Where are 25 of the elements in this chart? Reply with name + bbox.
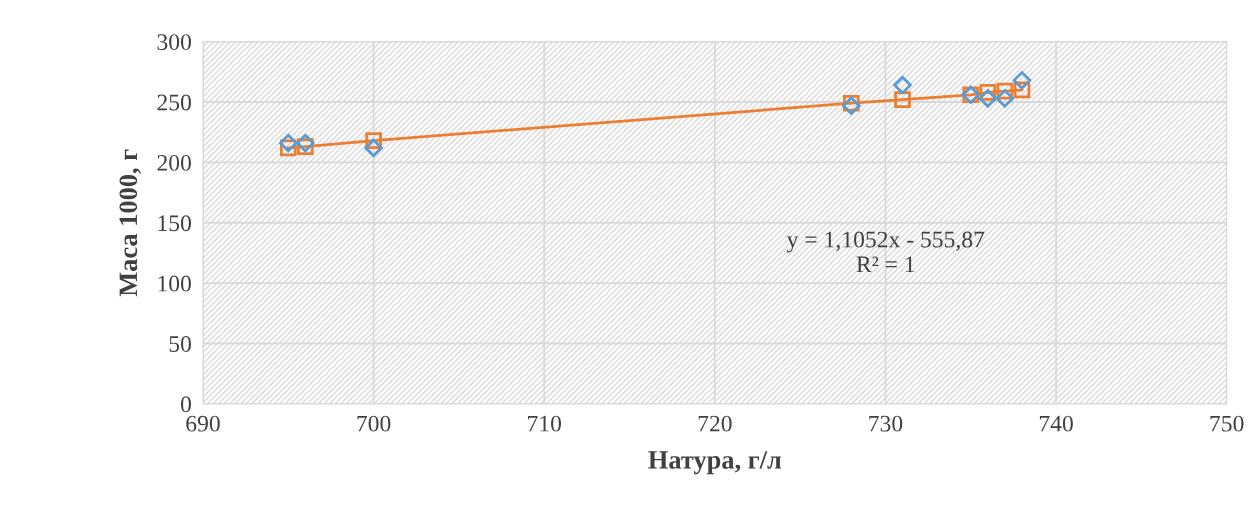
point [995,89,1015,108]
x-tick-label: 730 [869,415,903,432]
x-tick-label: 740 [1039,415,1073,432]
y-tick-label: 50 [169,335,191,352]
point [279,133,298,153]
y-axis-title: Маса 1000, г [119,149,142,297]
y-tick-label: 200 [157,154,191,171]
x-tick-label: 720 [698,415,732,432]
annotation: y = 1,1052x - 555,87 R² = 1 [786,231,985,273]
y-tick-label: 150 [158,215,191,232]
point [1012,71,1032,90]
point [978,89,998,108]
x-tick-label: 700 [357,415,391,432]
y-tick-label: 300 [157,34,191,51]
point [296,133,315,153]
y-tick-label: 250 [157,94,191,111]
point [894,91,911,108]
x-tick-label: 690 [186,415,220,432]
x-tick-label: 750 [1210,415,1244,432]
x-axis-title: Натура, г/л [648,451,782,475]
y-tick-label: 0 [180,396,191,413]
x-tick-label: 710 [528,415,562,432]
point [893,75,912,95]
y-tick-label: 100 [158,275,191,292]
point [364,138,383,158]
